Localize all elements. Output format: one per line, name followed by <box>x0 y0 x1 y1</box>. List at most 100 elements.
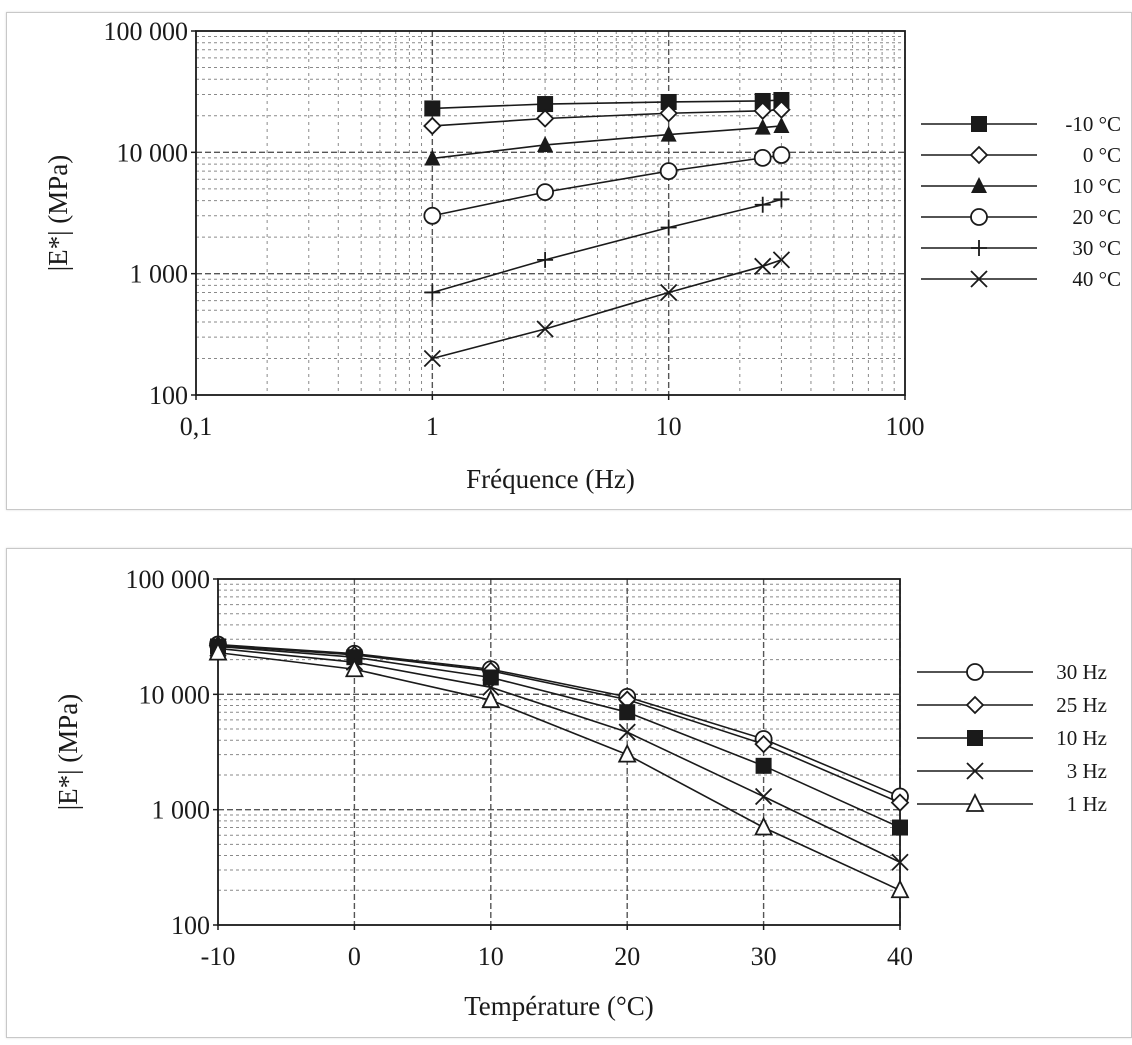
data-point <box>617 743 637 763</box>
data-point <box>890 793 910 812</box>
y-tick-label: 1 000 <box>152 796 211 825</box>
data-point <box>208 641 228 661</box>
y-tick-label: 100 <box>171 911 210 940</box>
series-line <box>217 651 901 892</box>
data-point <box>423 116 442 136</box>
legend-marker <box>970 270 988 288</box>
data-point <box>423 206 442 225</box>
legend-marker <box>969 145 989 165</box>
data-point <box>773 91 790 108</box>
data-point <box>753 148 772 167</box>
y-tick-label: 100 000 <box>104 17 189 46</box>
x-tick-label: 0 <box>348 942 361 971</box>
y-tick-label: 10 000 <box>139 680 211 709</box>
x-tick-label: 30 <box>751 942 777 971</box>
x-axis-title: Température (°C) <box>464 991 654 1021</box>
temperature-chart: 100 1 000 10 000 100 000 -10 0 10 20 30 40 Tempéra… <box>53 565 1107 1021</box>
data-point <box>535 109 555 128</box>
series-line <box>217 647 901 863</box>
data-point <box>344 658 364 678</box>
grid <box>196 31 905 395</box>
data-point <box>536 320 554 338</box>
y-tick-label: 1 000 <box>130 260 189 289</box>
legend: 30 Hz 25 Hz 10 Hz 3 Hz 1 Hz <box>917 660 1107 816</box>
data-point <box>537 135 554 152</box>
data-point <box>772 251 791 269</box>
series-group <box>208 635 910 899</box>
data-point <box>754 787 773 806</box>
legend-label: 3 Hz <box>1067 759 1107 783</box>
data-point <box>659 103 678 123</box>
data-point <box>660 93 677 110</box>
legend-marker <box>971 240 987 256</box>
x-tick-label: 40 <box>887 942 913 971</box>
data-point <box>773 116 790 133</box>
data-point <box>754 734 773 754</box>
legend-label: 10 Hz <box>1056 726 1107 750</box>
legend-label: 0 °C <box>1083 143 1121 167</box>
data-point <box>423 349 441 368</box>
series-line <box>217 643 901 798</box>
data-point <box>537 96 554 113</box>
frequency-chart: 100 1 000 10 000 100 000 0,1 1 10 100 Fréquence … <box>43 17 1121 494</box>
plot-frame <box>195 30 906 396</box>
x-tick-label: 10 <box>478 942 504 971</box>
data-point <box>424 100 441 117</box>
legend-label: 25 Hz <box>1056 693 1107 717</box>
data-point <box>424 149 441 166</box>
plot-frame <box>217 578 901 926</box>
x-tick-label: 100 <box>886 412 925 441</box>
legend-label: 10 °C <box>1072 174 1121 198</box>
data-point <box>890 879 910 899</box>
data-point <box>754 196 771 213</box>
legend-marker <box>970 208 988 226</box>
legend-marker <box>965 695 985 715</box>
legend-label: 20 °C <box>1072 205 1121 229</box>
x-tick-label: 1 <box>426 412 439 441</box>
series-line <box>432 99 782 110</box>
legend-marker <box>967 730 983 746</box>
legend-label: -10 °C <box>1065 112 1121 136</box>
data-point <box>755 757 772 774</box>
legend-marker <box>966 762 984 780</box>
chart-panel-frequency: 100 1 000 10 000 100 000 0,1 1 10 100 Fréquence … <box>6 12 1132 510</box>
data-point <box>892 819 908 836</box>
y-tick-label: 100 <box>149 381 188 410</box>
data-point <box>618 723 636 741</box>
data-point <box>754 92 771 109</box>
legend-label: 30 Hz <box>1056 660 1107 684</box>
x-tick-label: -10 <box>201 942 236 971</box>
data-point <box>660 283 678 302</box>
x-tick-label: 0,1 <box>180 412 213 441</box>
legend-label: 1 Hz <box>1067 792 1107 816</box>
legend-marker <box>971 177 987 193</box>
series-line <box>432 125 782 160</box>
legend-marker <box>965 792 985 812</box>
data-point <box>619 704 636 721</box>
data-point <box>482 678 500 696</box>
data-point <box>481 689 501 709</box>
legend: -10 °C 0 °C 10 °C 20 °C 30 °C 40 °C <box>921 112 1121 291</box>
data-point <box>891 853 909 871</box>
data-point <box>660 125 677 142</box>
series-group <box>423 91 791 368</box>
data-point <box>660 219 677 236</box>
y-tick-label: 10 000 <box>117 138 189 167</box>
data-point <box>424 284 441 301</box>
data-point <box>754 118 771 135</box>
chart-panel-temperature: 100 1 000 10 000 100 000 -10 0 10 20 30 40 Tempéra… <box>6 548 1132 1038</box>
data-point <box>754 257 772 275</box>
x-tick-label: 20 <box>614 942 640 971</box>
data-point <box>536 183 554 202</box>
legend-marker <box>966 663 984 681</box>
y-axis-title: |E*| (MPa) <box>53 694 83 811</box>
grid <box>218 579 901 925</box>
legend-label: 40 °C <box>1072 267 1121 291</box>
data-point <box>482 669 499 686</box>
data-point <box>773 191 790 208</box>
x-tick-label: 10 <box>656 412 682 441</box>
series-line <box>217 644 901 804</box>
legend-label: 30 °C <box>1072 236 1121 260</box>
y-tick-label: 100 000 <box>126 565 211 594</box>
series-line <box>217 645 901 829</box>
